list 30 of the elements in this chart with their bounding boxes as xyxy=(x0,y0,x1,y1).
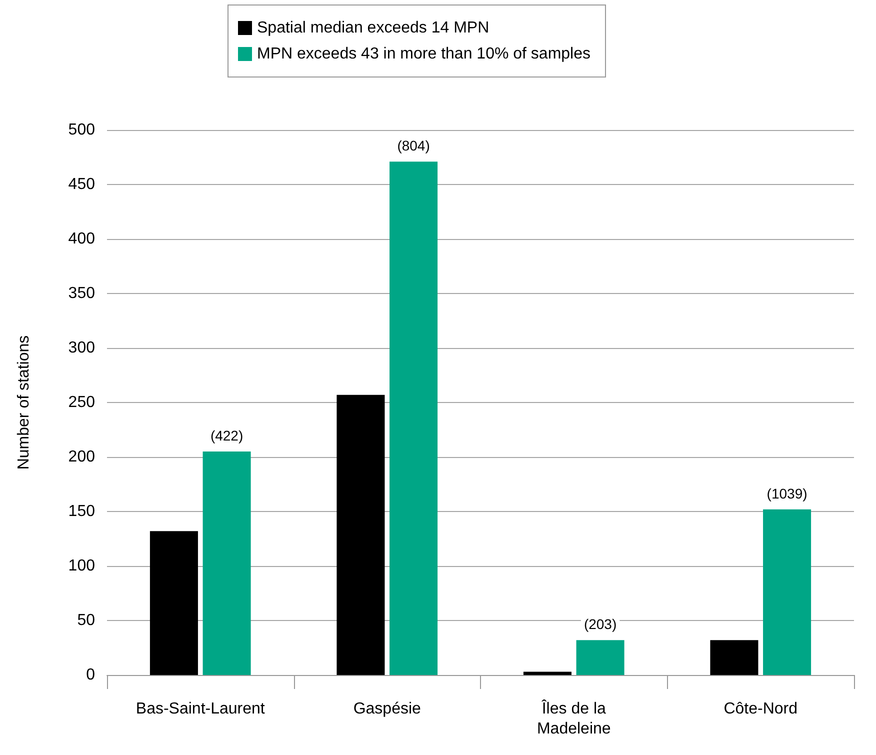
y-tick-label: 400 xyxy=(68,230,96,248)
y-tick-label: 450 xyxy=(68,176,96,193)
legend-label: MPN exceeds 43 in more than 10% of samples xyxy=(257,46,590,62)
bar xyxy=(150,531,198,675)
y-tick-label: 200 xyxy=(68,448,96,466)
y-tick-label: 500 xyxy=(68,122,96,138)
y-tick-label: 250 xyxy=(68,394,96,411)
annotation: (203) xyxy=(584,616,617,632)
bar xyxy=(202,452,251,675)
y-tick-label: 50 xyxy=(77,612,96,629)
x-tick-label: Îles de la Madeleine xyxy=(536,700,611,738)
y-tick-label: 300 xyxy=(68,340,96,356)
y-tick-label: 150 xyxy=(68,503,96,520)
x-tick-label: Côte-Nord xyxy=(724,700,798,718)
bar xyxy=(336,394,385,675)
annotation: (1039) xyxy=(766,485,808,502)
bar xyxy=(523,672,572,675)
bar xyxy=(576,640,624,675)
y-tick-label: 0 xyxy=(86,666,96,684)
bar xyxy=(763,509,812,675)
annotation: (422) xyxy=(210,428,244,444)
bar xyxy=(710,640,758,675)
y-tick-label: 350 xyxy=(68,285,96,302)
y-axis-title: Number of stations xyxy=(16,335,32,470)
legend-label: Spatial median exceeds 14 MPN xyxy=(257,20,490,36)
annotation: (804) xyxy=(397,138,430,154)
y-tick-label: 100 xyxy=(68,558,96,574)
x-tick-label: Gaspésie xyxy=(353,700,422,718)
bar xyxy=(390,162,438,675)
x-tick-label: Bas-Saint-Laurent xyxy=(136,700,266,718)
